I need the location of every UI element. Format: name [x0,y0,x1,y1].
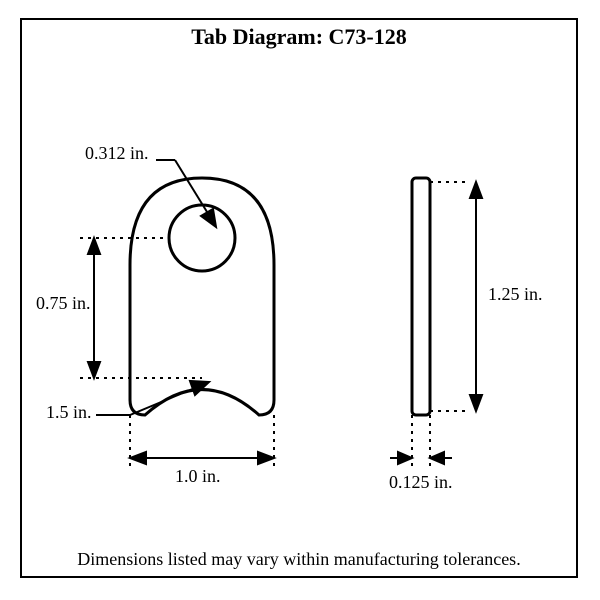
label-thickness: 0.125 in. [389,472,453,493]
dim-thickness-arrows [390,452,452,464]
diagram-frame: Tab Diagram: C73-128 [20,18,578,578]
leader-hole [156,160,216,227]
front-extension-lines [80,238,274,470]
footer-note: Dimensions listed may vary within manufa… [22,549,576,570]
label-hole-dia: 0.312 in. [85,143,149,164]
front-view [130,178,274,415]
dim-height-arrows [470,182,482,411]
side-extension-lines [412,182,465,470]
label-width: 1.0 in. [175,466,221,487]
label-height: 1.25 in. [488,284,543,305]
label-center-height: 0.75 in. [36,293,91,314]
label-radius: 1.5 in. [46,402,92,423]
dim-1-0-arrows [130,452,274,464]
side-view [412,178,430,415]
